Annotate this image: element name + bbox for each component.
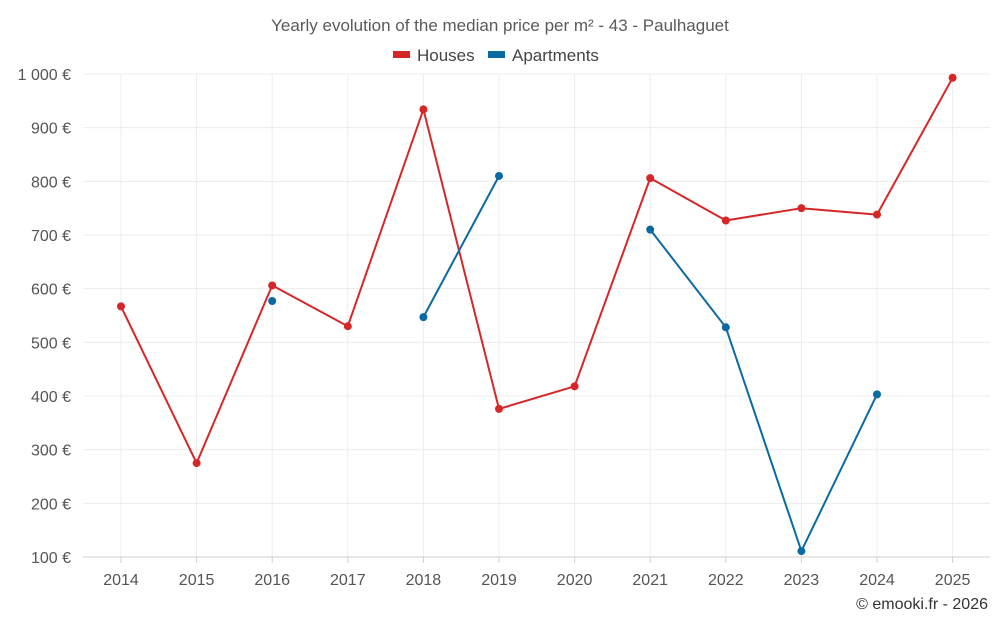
legend-swatch-apartments — [488, 51, 505, 58]
data-point-houses-2014[interactable] — [117, 302, 125, 311]
data-point-houses-2022[interactable] — [721, 216, 730, 225]
x-tick-label: 2023 — [784, 572, 820, 589]
y-tick-label: 500 € — [31, 335, 71, 352]
y-tick-label: 200 € — [31, 496, 71, 513]
legend[interactable]: Houses Apartments — [393, 46, 599, 65]
x-tick-label: 2015 — [179, 572, 215, 589]
x-tick-label: 2019 — [481, 572, 517, 589]
data-point-apartments-2024[interactable] — [873, 390, 881, 399]
y-tick-label: 700 € — [31, 228, 71, 245]
x-tick-label: 2016 — [254, 572, 290, 589]
series-line-houses — [120, 77, 954, 465]
series-line-apartments — [422, 175, 500, 318]
data-point-houses-2024[interactable] — [873, 210, 881, 219]
x-tick-label: 2020 — [557, 572, 593, 589]
data-point-apartments-2022[interactable] — [721, 323, 730, 332]
x-tick-label: 2025 — [935, 572, 971, 589]
data-point-houses-2023[interactable] — [797, 204, 806, 213]
x-tick-label: 2021 — [632, 572, 668, 589]
chart-title: Yearly evolution of the median price per… — [271, 16, 729, 35]
y-tick-label: 600 € — [31, 282, 71, 299]
data-point-houses-2021[interactable] — [646, 174, 655, 183]
y-tick-label: 900 € — [31, 121, 71, 138]
data-point-houses-2025[interactable] — [948, 73, 957, 82]
data-point-apartments-2019[interactable] — [495, 171, 503, 180]
x-tick-label: 2017 — [330, 572, 366, 589]
y-tick-label: 100 € — [31, 550, 71, 567]
y-tick-label: 300 € — [31, 443, 71, 460]
x-tick-label: 2024 — [859, 572, 895, 589]
y-tick-label: 400 € — [31, 389, 71, 406]
data-point-houses-2018[interactable] — [419, 105, 428, 114]
grid — [83, 73, 990, 558]
y-tick-label: 1 000 € — [18, 67, 71, 84]
data-point-apartments-2021[interactable] — [646, 225, 655, 234]
x-tick-label: 2014 — [103, 572, 139, 589]
series-houses — [117, 73, 957, 468]
data-point-apartments-2018[interactable] — [419, 313, 428, 322]
x-tick-label: 2022 — [708, 572, 744, 589]
legend-swatch-houses — [393, 51, 410, 58]
series-apartments — [268, 171, 881, 556]
data-point-houses-2020[interactable] — [570, 382, 579, 391]
data-point-apartments-2023[interactable] — [797, 547, 806, 556]
axes: 100 € 200 € 300 € 400 € 500 € 600 € 700 € 800 €… — [18, 67, 990, 589]
y-tick-label: 800 € — [31, 174, 71, 191]
data-point-houses-2016[interactable] — [268, 281, 277, 290]
legend-label-houses[interactable]: Houses — [417, 46, 475, 65]
legend-label-apartments[interactable]: Apartments — [512, 46, 599, 65]
series-line-apartments — [649, 228, 878, 553]
data-point-houses-2017[interactable] — [343, 322, 352, 331]
data-point-apartments-2016[interactable] — [268, 297, 277, 306]
data-point-houses-2019[interactable] — [495, 404, 503, 413]
series — [117, 73, 957, 556]
credit-text: © emooki.fr - 2026 — [856, 596, 988, 613]
data-point-houses-2015[interactable] — [192, 459, 201, 468]
x-tick-label: 2018 — [406, 572, 442, 589]
